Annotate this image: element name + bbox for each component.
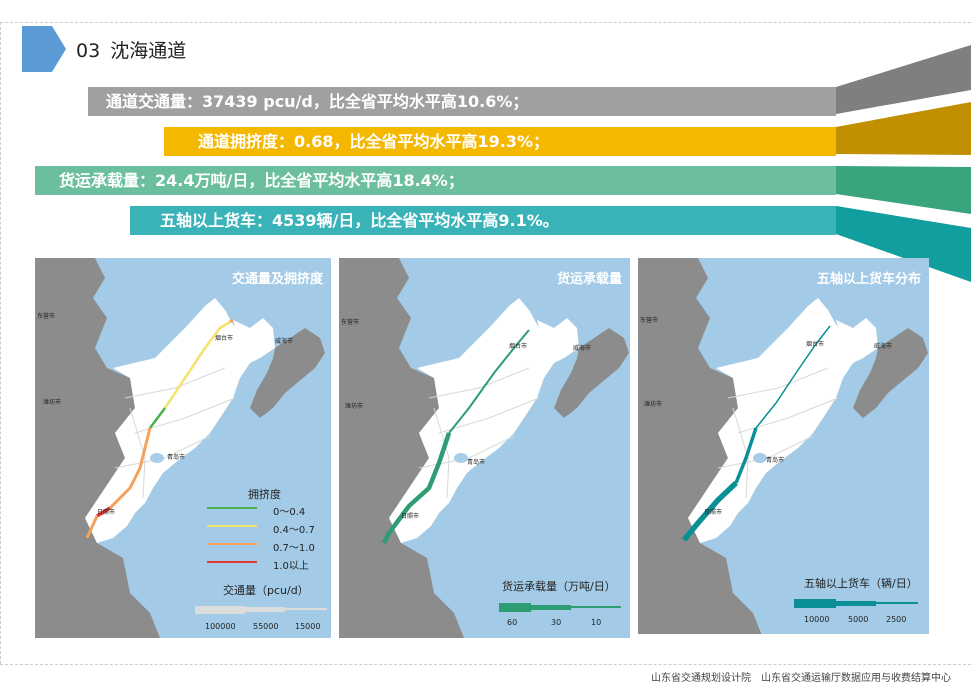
- scale-bar: [836, 601, 876, 606]
- scale-bar: [195, 606, 245, 614]
- city-label: 青岛市: [167, 453, 185, 461]
- city-label: 烟台市: [509, 342, 527, 350]
- stat-text: 通道拥挤度：0.68，比全省平均水平高19.3%；: [198, 132, 549, 151]
- map-traffic: 东营市 烟台市 威海市 潍坊市 青岛市 日照市: [35, 258, 331, 638]
- stat-bar-congestion: 通道拥挤度：0.68，比全省平均水平高19.3%；: [164, 127, 836, 156]
- scale-tick: 5000: [848, 615, 869, 624]
- ribbon-decoration: [836, 45, 971, 282]
- scale-tick: 2500: [886, 615, 907, 624]
- stat-text: 通道交通量：37439 pcu/d，比全省平均水平高10.6%；: [106, 92, 529, 111]
- scale-tick: 30: [551, 618, 562, 627]
- stat-bar-traffic: 通道交通量：37439 pcu/d，比全省平均水平高10.6%；: [88, 87, 836, 116]
- footer: 山东省交通规划设计院 山东省交通运输厅数据应用与收费结算中心: [641, 669, 951, 684]
- scale-tick: 60: [507, 618, 518, 627]
- scale-tick: 15000: [295, 622, 321, 631]
- legend-title: 拥挤度: [248, 488, 281, 501]
- city-label: 东营市: [640, 316, 658, 324]
- scale-bar: [571, 606, 621, 608]
- scale-title: 五轴以上货车（辆/日）: [804, 577, 918, 590]
- stat-text: 货运承载量：24.4万吨/日，比全省平均水平高18.4%；: [59, 171, 464, 190]
- map-title: 五轴以上货车分布: [816, 272, 921, 287]
- city-label: 青岛市: [766, 456, 784, 464]
- map-freight: 东营市 烟台市 威海市 潍坊市 青岛市 日照市: [339, 258, 630, 638]
- city-label: 潍坊市: [345, 402, 363, 410]
- map-trucks: 东营市 烟台市 威海市 潍坊市 青岛市 日照市: [638, 258, 929, 634]
- city-label: 日照市: [97, 508, 115, 516]
- scale-bar: [245, 607, 285, 612]
- scale-tick: 55000: [253, 622, 279, 631]
- map-panel-freight: 东营市 烟台市 威海市 潍坊市 青岛市 日照市 货运承载量 货运承载量（万吨/日…: [339, 258, 630, 638]
- scale-bar: [285, 608, 327, 610]
- top-divider: [0, 22, 971, 23]
- city-label: 日照市: [704, 508, 722, 516]
- scale-tick: 10: [591, 618, 602, 627]
- city-label: 东营市: [341, 318, 359, 326]
- city-label: 威海市: [573, 344, 591, 352]
- city-label: 威海市: [275, 337, 293, 345]
- scale-bar: [794, 599, 836, 608]
- map-panel-traffic: 东营市 烟台市 威海市 潍坊市 青岛市 日照市 交通量及拥挤度 拥挤度 0～0.…: [35, 258, 331, 638]
- city-label: 潍坊市: [43, 398, 61, 406]
- page-title: 03 沈海通道: [76, 36, 186, 63]
- city-label: 东营市: [37, 312, 55, 320]
- city-label: 日照市: [401, 512, 419, 520]
- section-title: 沈海通道: [110, 40, 187, 62]
- left-divider: [0, 22, 1, 664]
- section-chevron-icon: [22, 26, 66, 72]
- city-label: 威海市: [874, 342, 892, 350]
- stat-bar-freight: 货运承载量：24.4万吨/日，比全省平均水平高18.4%；: [35, 166, 836, 195]
- scale-bar: [499, 603, 531, 612]
- map-panel-trucks: 东营市 烟台市 威海市 潍坊市 青岛市 日照市 五轴以上货车分布 五轴以上货车（…: [638, 258, 929, 634]
- city-label: 潍坊市: [644, 400, 662, 408]
- map-title: 交通量及拥挤度: [231, 272, 323, 287]
- legend-label: 1.0以上: [273, 561, 309, 572]
- bottom-divider: [0, 664, 971, 665]
- city-label: 烟台市: [215, 334, 233, 342]
- legend-label: 0～0.4: [273, 507, 306, 518]
- stat-text: 五轴以上货车：4539辆/日，比全省平均水平高9.1%。: [160, 211, 559, 230]
- legend-label: 0.7～1.0: [273, 543, 315, 554]
- scale-bar: [531, 605, 571, 610]
- map-title: 货运承载量: [556, 272, 622, 287]
- scale-title: 货运承载量（万吨/日）: [502, 580, 616, 593]
- scale-tick: 10000: [804, 615, 830, 624]
- footer-org: 山东省交通规划设计院: [651, 673, 751, 684]
- scale-tick: 100000: [205, 622, 236, 631]
- city-label: 烟台市: [806, 340, 824, 348]
- city-label: 青岛市: [467, 458, 485, 466]
- scale-title: 交通量（pcu/d）: [223, 584, 309, 597]
- stat-bar-trucks: 五轴以上货车：4539辆/日，比全省平均水平高9.1%。: [130, 206, 836, 235]
- legend-label: 0.4～0.7: [273, 525, 315, 536]
- scale-bar: [876, 602, 918, 604]
- section-number: 03: [76, 40, 101, 62]
- footer-org: 山东省交通运输厅数据应用与收费结算中心: [761, 673, 951, 684]
